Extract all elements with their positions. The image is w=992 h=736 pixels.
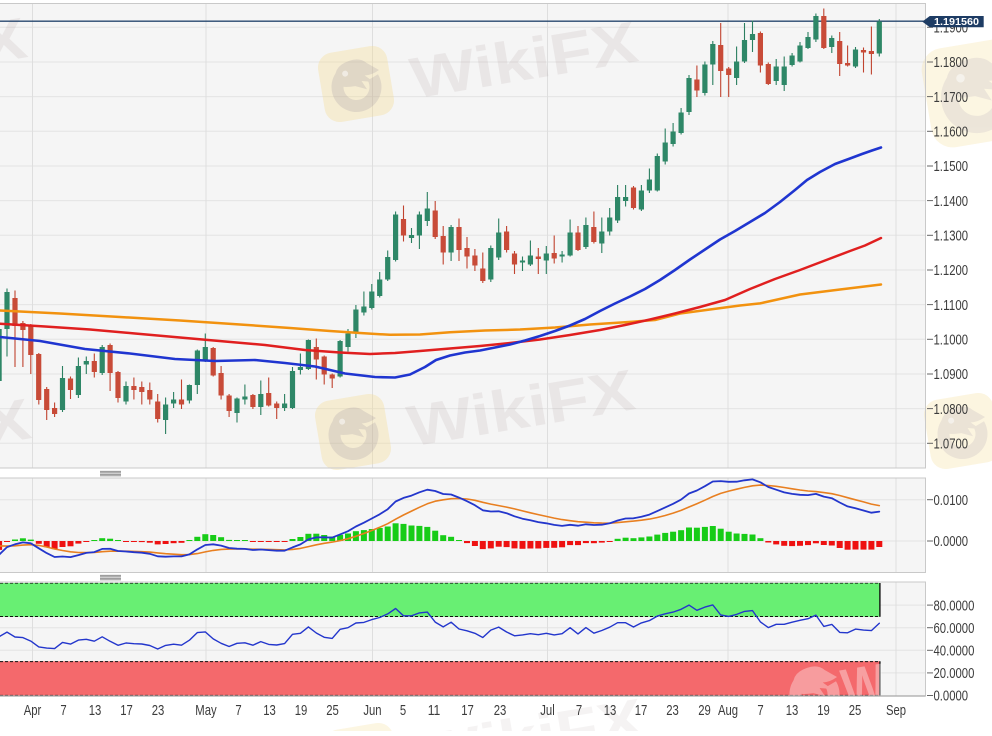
svg-text:25: 25	[326, 703, 339, 719]
svg-text:7: 7	[576, 703, 582, 719]
svg-text:19: 19	[817, 703, 830, 719]
svg-text:7: 7	[235, 703, 241, 719]
svg-text:25: 25	[849, 703, 862, 719]
svg-text:13: 13	[263, 703, 276, 719]
svg-text:1.1100: 1.1100	[934, 298, 969, 314]
svg-text:23: 23	[494, 703, 507, 719]
svg-text:Apr: Apr	[24, 703, 42, 719]
svg-text:17: 17	[120, 703, 133, 719]
svg-text:29: 29	[698, 703, 711, 719]
svg-text:Aug: Aug	[718, 703, 738, 719]
svg-text:0.0000: 0.0000	[934, 689, 969, 705]
svg-text:13: 13	[604, 703, 617, 719]
svg-text:80.0000: 80.0000	[934, 598, 975, 614]
svg-text:0.0000: 0.0000	[934, 534, 969, 550]
svg-text:1.0700: 1.0700	[934, 437, 969, 453]
svg-text:1.0800: 1.0800	[934, 402, 969, 418]
svg-text:0.0100: 0.0100	[934, 493, 969, 509]
svg-text:1.1300: 1.1300	[934, 229, 969, 245]
svg-text:17: 17	[461, 703, 474, 719]
svg-text:W: W	[837, 651, 891, 722]
svg-text:5: 5	[400, 703, 406, 719]
svg-text:May: May	[195, 703, 217, 719]
svg-text:Jun: Jun	[363, 703, 381, 719]
svg-text:23: 23	[666, 703, 679, 719]
svg-text:23: 23	[152, 703, 165, 719]
svg-text:13: 13	[89, 703, 102, 719]
svg-text:17: 17	[635, 703, 648, 719]
svg-text:Jul: Jul	[540, 703, 555, 719]
svg-text:20.0000: 20.0000	[934, 666, 975, 682]
svg-text:7: 7	[60, 703, 66, 719]
svg-text:19: 19	[295, 703, 308, 719]
svg-text:1.1700: 1.1700	[934, 90, 969, 106]
svg-text:60.0000: 60.0000	[934, 621, 975, 637]
svg-text:1.1600: 1.1600	[934, 125, 969, 141]
svg-text:1.1400: 1.1400	[934, 194, 969, 210]
svg-text:40.0000: 40.0000	[934, 644, 975, 660]
svg-text:1.1200: 1.1200	[934, 263, 969, 279]
svg-text:13: 13	[786, 703, 799, 719]
svg-text:1.191560: 1.191560	[934, 17, 980, 28]
svg-text:Sep: Sep	[886, 703, 906, 719]
svg-text:1.0900: 1.0900	[934, 367, 969, 383]
svg-text:1.1500: 1.1500	[934, 159, 969, 175]
svg-text:11: 11	[428, 703, 441, 719]
svg-text:7: 7	[757, 703, 763, 719]
svg-text:1.1800: 1.1800	[934, 55, 969, 71]
svg-text:1.1000: 1.1000	[934, 333, 969, 349]
